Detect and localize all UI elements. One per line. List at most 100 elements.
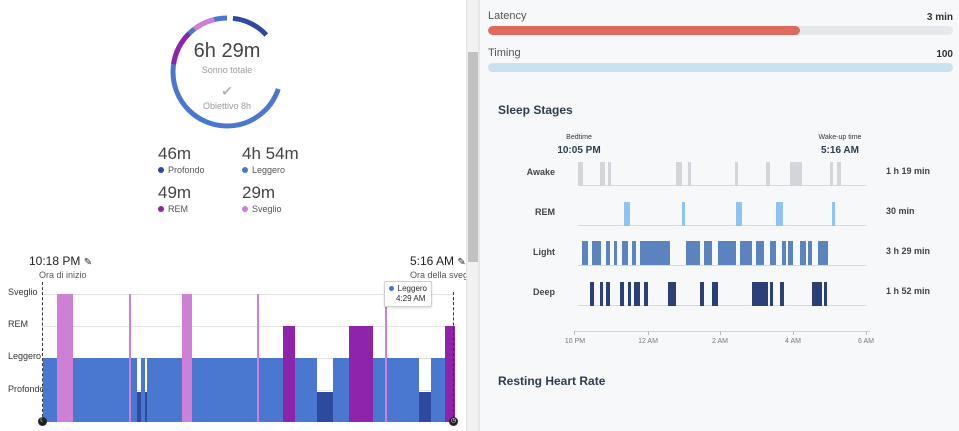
x-tick-mark	[793, 331, 794, 335]
stat-label: Sveglio	[252, 204, 282, 214]
timing-bar-fill	[488, 63, 953, 72]
stat-light: 4h 54m Leggero	[242, 144, 299, 175]
stage-segment	[600, 162, 605, 186]
hypnogram-tooltip: Leggero 4:29 AM	[384, 281, 432, 307]
stage-segment	[818, 241, 828, 265]
stage-baseline	[578, 265, 866, 266]
checkmark-icon: ✔	[221, 83, 233, 99]
stage-label-rem: REM	[535, 207, 555, 217]
edit-pencil-icon[interactable]: ✎	[83, 257, 93, 268]
hypnogram-segment-rem	[349, 326, 373, 422]
hypnogram-segment-light	[43, 358, 57, 422]
stat-value: 4h 54m	[242, 144, 299, 163]
stat-value: 46m	[158, 144, 192, 163]
light-dot-icon	[389, 286, 394, 291]
sleep-details-panel: Latency 3 min Timing 100 Sleep Stages Be…	[480, 0, 959, 431]
timing-bar	[488, 63, 953, 72]
stage-baseline	[578, 305, 866, 306]
sleep-stages-title: Sleep Stages	[498, 103, 573, 117]
latency-value: 3 min	[926, 12, 953, 23]
hypnogram-segment-awake	[385, 294, 387, 422]
hypnogram-segment-light	[333, 358, 349, 422]
stage-segment	[592, 241, 601, 265]
x-tick-label: 10 PM	[564, 338, 586, 345]
fitbit-sleep-panel: 6h 29m Sonno totale ✔ Obiettivo 8h 46m P…	[0, 0, 466, 431]
stage-segment	[606, 282, 610, 306]
hypnogram-segment-light	[192, 358, 258, 422]
hypnogram-segment-deep	[419, 392, 431, 422]
x-tick-label: 4 AM	[785, 338, 801, 345]
x-tick-label: 6 AM	[858, 338, 874, 345]
stage-segment	[606, 241, 610, 265]
hypnogram-segment-light	[295, 358, 317, 422]
stage-label-awake: Awake	[526, 167, 555, 177]
hypnogram-segment-awake	[257, 294, 259, 422]
resting-heart-rate-title: Resting Heart Rate	[498, 374, 606, 388]
x-tick-label: 2 AM	[712, 338, 728, 345]
stage-segment	[608, 162, 611, 186]
stage-segment	[620, 282, 624, 306]
stage-segment	[782, 241, 786, 265]
stage-segment	[770, 241, 776, 265]
hypnogram-segment-light	[118, 358, 130, 422]
stage-segment	[712, 282, 718, 306]
bedtime-value: 10:05 PM	[557, 145, 601, 156]
hypnogram-segment-light	[373, 358, 385, 422]
y-label-deep: Profondo	[8, 384, 45, 394]
stage-segment	[634, 282, 640, 306]
stage-segment	[622, 241, 628, 265]
stat-deep: 46m Profondo	[158, 144, 205, 175]
stage-segment	[582, 241, 588, 265]
bedtime-label: Bedtime	[566, 134, 592, 141]
y-label-rem: REM	[8, 319, 28, 329]
end-time-value: 5:16 AM	[410, 254, 455, 268]
stage-segment	[780, 282, 784, 306]
stage-duration-light: 3 h 29 min	[886, 246, 931, 256]
stage-segment	[788, 241, 793, 265]
end-time[interactable]: 5:16 AM ✎	[410, 254, 466, 268]
stage-segment	[688, 162, 691, 186]
stage-duration-awake: 1 h 19 min	[886, 166, 931, 176]
start-time[interactable]: 10:18 PM ✎	[29, 254, 92, 268]
hypnogram-segment-deep	[317, 392, 333, 422]
x-tick-mark	[720, 331, 721, 335]
stage-segment	[628, 282, 631, 306]
tooltip-stage: Leggero	[397, 284, 427, 293]
stage-segment	[790, 162, 802, 186]
stage-segment	[614, 241, 617, 265]
stage-segment	[832, 202, 835, 226]
scrollbar[interactable]	[466, 0, 478, 431]
hypnogram-segment-rem	[283, 326, 295, 422]
stage-label-deep: Deep	[532, 287, 555, 297]
stage-segment	[830, 162, 833, 186]
stage-segment	[700, 282, 704, 306]
total-sleep-value: 6h 29m	[193, 40, 261, 62]
wakeup-value: 5:16 AM	[821, 145, 859, 156]
stage-duration-rem: 30 min	[886, 206, 915, 216]
stat-value: 49m	[158, 183, 192, 202]
stage-segment	[770, 282, 773, 306]
x-tick-mark	[866, 331, 867, 335]
hypnogram-segment-awake	[57, 294, 73, 422]
stage-segment	[668, 282, 676, 306]
hypnogram-segment-light	[131, 358, 137, 422]
edit-pencil-icon[interactable]: ✎	[457, 257, 466, 268]
scrollbar-thumb[interactable]	[468, 52, 478, 262]
sleep-ring: 6h 29m Sonno totale ✔ Obiettivo 8h	[168, 13, 286, 131]
stage-segment	[686, 241, 700, 265]
stage-segment	[766, 162, 770, 186]
stage-segment	[740, 241, 752, 265]
stage-segment	[578, 162, 583, 186]
gridline	[42, 294, 454, 295]
y-label-awake: Sveglio	[8, 287, 38, 297]
y-label-light: Leggero	[8, 351, 42, 361]
hypnogram-segment-awake	[129, 294, 131, 422]
stage-segment	[756, 241, 764, 265]
hypnogram-chart: Sveglio REM Leggero Profondo	[0, 282, 466, 431]
stat-value: 29m	[242, 183, 276, 202]
stat-label: Leggero	[252, 165, 286, 175]
stage-segment	[776, 202, 783, 226]
stage-segment	[590, 282, 594, 306]
hypnogram-segment-light	[141, 358, 145, 422]
wakeup-label: Wake-up time	[818, 134, 862, 141]
